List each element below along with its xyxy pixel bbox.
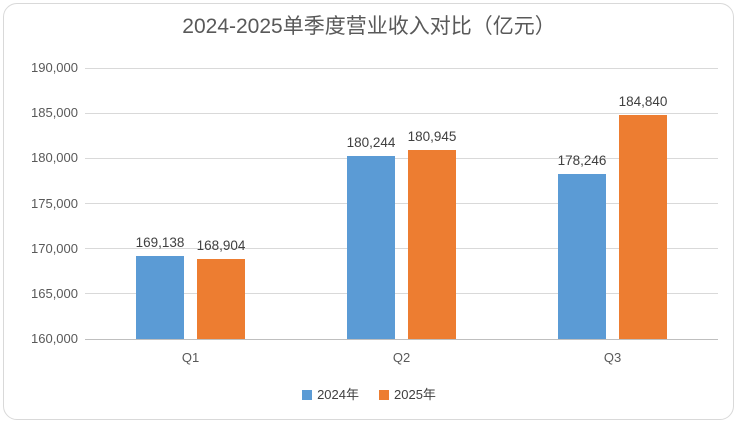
legend-swatch-icon: [302, 389, 313, 400]
legend: 2024年 2025年: [0, 387, 738, 402]
x-tick-label-q1: Q1: [181, 350, 200, 365]
y-tick-label: 170,000: [31, 240, 78, 256]
data-label-2025-q2: 180,945: [407, 128, 457, 144]
data-label-2024-q2: 180,244: [346, 135, 396, 151]
y-tick-label: 185,000: [31, 105, 78, 121]
y-tick-label: 180,000: [31, 150, 78, 166]
bar-2025-q1: [197, 258, 245, 339]
bar-2024-q3: [558, 174, 606, 339]
data-label-2024-q3: 178,246: [557, 153, 607, 169]
x-tick-label-q3: Q3: [603, 350, 622, 365]
gridline: [85, 67, 718, 69]
plot-area: 169,138 168,904 180,244 180,945 178,246 184,8…: [85, 67, 718, 340]
legend-swatch-icon: [379, 389, 389, 400]
data-label-2025-q3: 184,840: [618, 93, 668, 109]
legend-item: 2024年: [302, 387, 359, 402]
bar-2024-q2: [347, 156, 395, 339]
x-axis-line: [85, 339, 718, 340]
y-tick-label: 175,000: [31, 195, 78, 211]
x-tick-label-q2: Q2: [392, 350, 411, 365]
gridline: [85, 112, 718, 114]
data-label-2025-q1: 168,904: [196, 237, 246, 253]
y-tick-label: 165,000: [31, 285, 78, 301]
bar-2025-q2: [408, 149, 456, 339]
data-label-2024-q1: 169,138: [135, 235, 185, 251]
y-tick-label: 190,000: [31, 60, 78, 75]
bar-2025-q3: [619, 114, 667, 339]
chart-title: 2024-2025单季度营业收入对比（亿元）: [182, 15, 556, 38]
legend-label: 2025年: [394, 387, 436, 402]
y-tick-label: 160,000: [31, 331, 78, 346]
legend-item: 2025年: [379, 387, 436, 402]
bar-2024-q1: [136, 256, 184, 339]
legend-label: 2024年: [317, 387, 359, 402]
